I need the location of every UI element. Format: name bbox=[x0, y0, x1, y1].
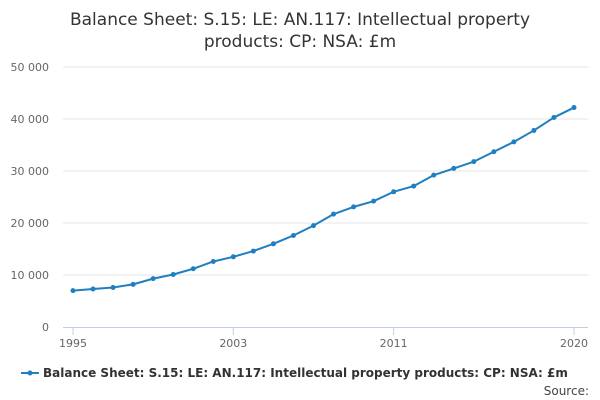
y-tick-label-4: 40 000 bbox=[11, 113, 50, 126]
data-point-2010[interactable] bbox=[371, 198, 377, 204]
data-point-2016[interactable] bbox=[491, 149, 497, 155]
data-point-2018[interactable] bbox=[531, 127, 537, 133]
data-point-2011[interactable] bbox=[391, 189, 397, 195]
data-point-2008[interactable] bbox=[331, 211, 337, 217]
data-point-2009[interactable] bbox=[351, 204, 357, 210]
data-point-2004[interactable] bbox=[250, 248, 256, 254]
x-tick-label-0: 1995 bbox=[59, 337, 87, 350]
y-tick-label-2: 20 000 bbox=[11, 217, 50, 230]
data-point-2014[interactable] bbox=[451, 165, 457, 171]
y-tick-label-1: 10 000 bbox=[11, 269, 50, 282]
x-tick-label-2: 2011 bbox=[380, 337, 408, 350]
legend-dot-marker bbox=[27, 370, 33, 376]
y-tick-label-5: 50 000 bbox=[11, 61, 50, 74]
data-point-2017[interactable] bbox=[511, 139, 517, 145]
data-point-2013[interactable] bbox=[431, 172, 437, 178]
x-axis: 1995 2003 2011 2020 bbox=[59, 327, 588, 350]
data-point-2003[interactable] bbox=[230, 254, 236, 260]
data-point-1998[interactable] bbox=[130, 281, 136, 287]
source-label: Source: bbox=[544, 384, 589, 398]
y-axis-tick-labels: 0 10 000 20 000 30 000 40 000 50 000 bbox=[11, 61, 50, 334]
data-point-2007[interactable] bbox=[310, 223, 316, 229]
y-tick-label-0: 0 bbox=[42, 321, 49, 334]
data-point-2019[interactable] bbox=[551, 114, 557, 120]
data-point-2002[interactable] bbox=[210, 258, 216, 264]
x-tick-label-1: 2003 bbox=[219, 337, 247, 350]
chart-title-line-1: Balance Sheet: S.15: LE: AN.117: Intelle… bbox=[70, 10, 530, 30]
x-tick-label-3: 2020 bbox=[560, 337, 588, 350]
data-point-2005[interactable] bbox=[270, 241, 276, 247]
data-point-2020[interactable] bbox=[571, 105, 577, 111]
series-layer bbox=[70, 105, 577, 294]
gridlines bbox=[63, 66, 588, 276]
data-point-1995[interactable] bbox=[70, 288, 76, 294]
chart-title-line-2: products: CP: NSA: £m bbox=[204, 32, 396, 52]
data-point-1996[interactable] bbox=[90, 286, 96, 292]
data-point-2006[interactable] bbox=[290, 232, 296, 238]
data-point-2012[interactable] bbox=[411, 183, 417, 189]
data-point-2000[interactable] bbox=[170, 271, 176, 277]
data-point-2001[interactable] bbox=[190, 266, 196, 272]
data-point-1999[interactable] bbox=[150, 276, 156, 282]
data-point-2015[interactable] bbox=[471, 159, 477, 165]
legend[interactable]: Balance Sheet: S.15: LE: AN.117: Intelle… bbox=[21, 366, 568, 380]
data-point-1997[interactable] bbox=[110, 284, 116, 290]
legend-label: Balance Sheet: S.15: LE: AN.117: Intelle… bbox=[43, 366, 568, 380]
series-line-0 bbox=[72, 106, 575, 292]
y-tick-label-3: 30 000 bbox=[11, 165, 50, 178]
